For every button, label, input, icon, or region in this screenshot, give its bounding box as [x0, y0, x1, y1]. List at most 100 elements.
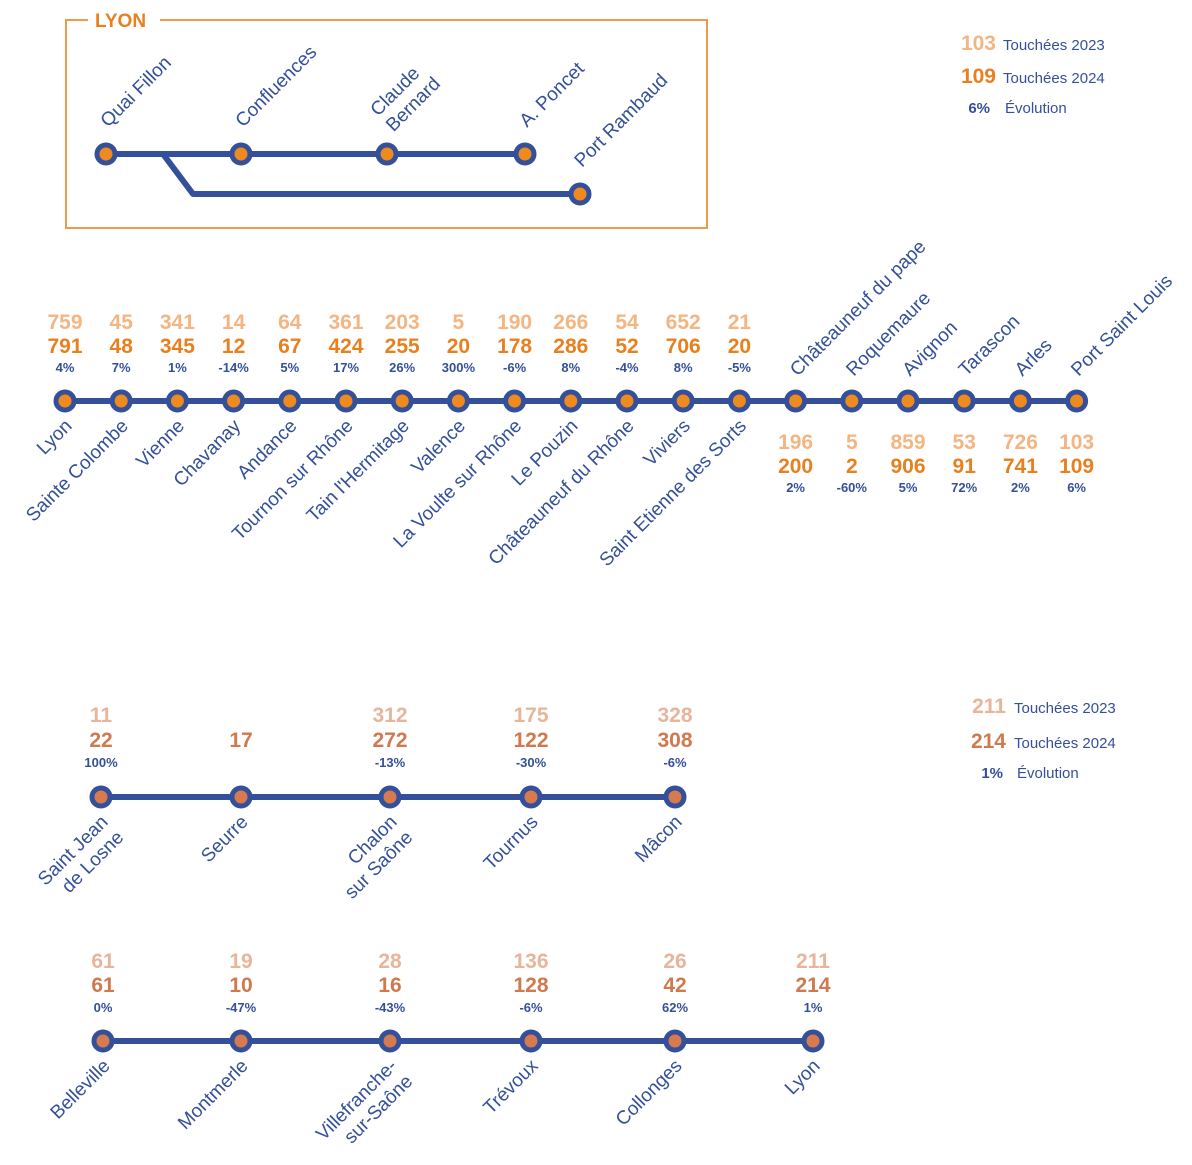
- saone-upper-stop-dot: [229, 785, 253, 809]
- rhone-evolution: -6%: [503, 360, 527, 375]
- saone-upper-stop-label: Saint Jeande Losne: [34, 812, 128, 906]
- rhone-stop-dot: [1065, 389, 1089, 413]
- rhone-value-2023: 190: [497, 311, 532, 334]
- saone-upper-value-2023: 312: [372, 704, 407, 727]
- legend-rhone: 103 Touchées 2023 109 Touchées 2024 6% É…: [961, 32, 1105, 117]
- saone-upper-stop-label: Tournus: [480, 812, 543, 875]
- rhone-stop-label: Arles: [1011, 335, 1056, 380]
- saone-lower-value-2024: 10: [229, 974, 252, 997]
- lyon-stop-dot: [375, 142, 399, 166]
- rhone-evolution: 17%: [333, 360, 359, 375]
- saone-upper-evolution: 100%: [84, 755, 118, 770]
- legend-saone-2023-label: Touchées 2023: [1014, 700, 1116, 717]
- saone-upper-value-2023: 328: [657, 704, 692, 727]
- rhone-value-2023: 726: [1003, 431, 1038, 454]
- lyon-stop-label: A. Poncet: [516, 58, 590, 132]
- legend-rhone-2023-value: 103: [961, 32, 996, 55]
- rhone-value-2023: 45: [110, 311, 134, 334]
- rhone-stop-dot: [615, 389, 639, 413]
- rhone-value-2024: 12: [222, 335, 245, 358]
- saone-upper-evolution: -30%: [516, 755, 547, 770]
- saone-lower-value-2023: 211: [796, 950, 830, 973]
- rhone-evolution: 8%: [674, 360, 693, 375]
- rhone-value-2023: 54: [615, 311, 639, 334]
- saone-lower-stop-dot: [91, 1029, 115, 1053]
- saone-lower-value-2024: 16: [378, 974, 401, 997]
- saone-lower-stop-dot: [229, 1029, 253, 1053]
- legend-saone: 211 Touchées 2023 214 Touchées 2024 1% É…: [971, 695, 1116, 782]
- saone-lower-evolution: 1%: [804, 1000, 823, 1015]
- rhone-value-2024: 2: [846, 455, 858, 478]
- rhone-evolution: -5%: [728, 360, 752, 375]
- rhone-stop-label: Sainte Colombe: [22, 416, 132, 526]
- rhone-stop-dot: [222, 389, 246, 413]
- rhone-evolution: 8%: [561, 360, 580, 375]
- rhone-value-2024: 48: [110, 335, 134, 358]
- saone-lower-value-2023: 26: [663, 950, 686, 973]
- rhone-evolution: 72%: [951, 480, 977, 495]
- legend-saone-2023-value: 211: [972, 695, 1006, 718]
- saone-upper-value-2024: 122: [513, 729, 548, 752]
- rhone-value-2023: 5: [846, 431, 858, 454]
- saone-lower-value-2024: 42: [663, 974, 686, 997]
- rhone-stop-dot: [1008, 389, 1032, 413]
- rhone-stop-label: Tarascon: [955, 311, 1024, 380]
- rhone-value-2024: 109: [1059, 455, 1094, 478]
- rhone-value-2024: 791: [47, 335, 82, 358]
- rhone-evolution: 1%: [168, 360, 187, 375]
- rhone-value-2023: 196: [778, 431, 813, 454]
- saone-lower-value-2024: 61: [91, 974, 115, 997]
- legend-saone-evolution-label: Évolution: [1017, 765, 1079, 782]
- rhone-value-2024: 67: [278, 335, 301, 358]
- saone-upper-value-2024: 17: [229, 729, 252, 752]
- saone-lower-stop-dot: [519, 1029, 543, 1053]
- rhone-value-2023: 759: [47, 311, 82, 334]
- rhone-value-2023: 103: [1059, 431, 1094, 454]
- saone-upper-stop-dot: [89, 785, 113, 809]
- lyon-inset-title: LYON: [95, 11, 146, 32]
- saone-upper-stop-dot: [663, 785, 687, 809]
- lyon-inset: LYON Quai Fillon Confluences ClaudeBernard…: [65, 11, 708, 229]
- rhone-stop-dot: [952, 389, 976, 413]
- rhone-evolution: -60%: [837, 480, 868, 495]
- saone-lower-value-2024: 214: [795, 974, 830, 997]
- rhone-stop-dot: [165, 389, 189, 413]
- rhone-evolution: 2%: [786, 480, 805, 495]
- saone-lower-evolution: 0%: [94, 1000, 113, 1015]
- legend-rhone-2023-label: Touchées 2023: [1003, 37, 1105, 54]
- lyon-stop-label: Quai Fillon: [97, 52, 176, 131]
- saone-lower-stop-dot: [663, 1029, 687, 1053]
- legend-saone-evolution-value: 1%: [981, 765, 1003, 782]
- rhone-value-2023: 14: [222, 311, 246, 334]
- lyon-stop-label: Confluences: [232, 42, 322, 132]
- rhone-value-2024: 424: [328, 335, 363, 358]
- rhone-value-2024: 345: [160, 335, 195, 358]
- legend-saone-2024-value: 214: [971, 730, 1006, 753]
- rhone-value-2023: 64: [278, 311, 302, 334]
- rhone-stop-dot: [278, 389, 302, 413]
- saone-upper-stop-dot: [519, 785, 543, 809]
- rhone-evolution: 7%: [112, 360, 131, 375]
- saone-lower-value-2023: 61: [91, 950, 115, 973]
- lyon-stop-dot: [229, 142, 253, 166]
- saone-lower-stop-label: Villefranche-sur-Saône: [312, 1056, 417, 1160]
- rhone-evolution: 5%: [899, 480, 918, 495]
- saone-upper-value-2023: 175: [513, 704, 548, 727]
- saone-lower-evolution: 62%: [662, 1000, 688, 1015]
- saone-upper-stop-dot: [378, 785, 402, 809]
- saone-lower-stop-dot: [801, 1029, 825, 1053]
- saone-upper-stop-label: Chalonsur Saône: [325, 812, 417, 904]
- lyon-stop-label: Port Rambaud: [571, 70, 672, 171]
- rhone-value-2024: 200: [778, 455, 813, 478]
- rhone-value-2023: 652: [666, 311, 701, 334]
- rhone-evolution: 5%: [280, 360, 299, 375]
- rhone-stop-label: Tain l'Hermitage: [303, 416, 414, 527]
- saone-lower-stop-label: Lyon: [781, 1056, 824, 1099]
- rhone-value-2024: 286: [553, 335, 588, 358]
- rhone-value-2023: 53: [953, 431, 976, 454]
- rhone-stop-dot: [503, 389, 527, 413]
- rhone-value-2024: 91: [953, 455, 977, 478]
